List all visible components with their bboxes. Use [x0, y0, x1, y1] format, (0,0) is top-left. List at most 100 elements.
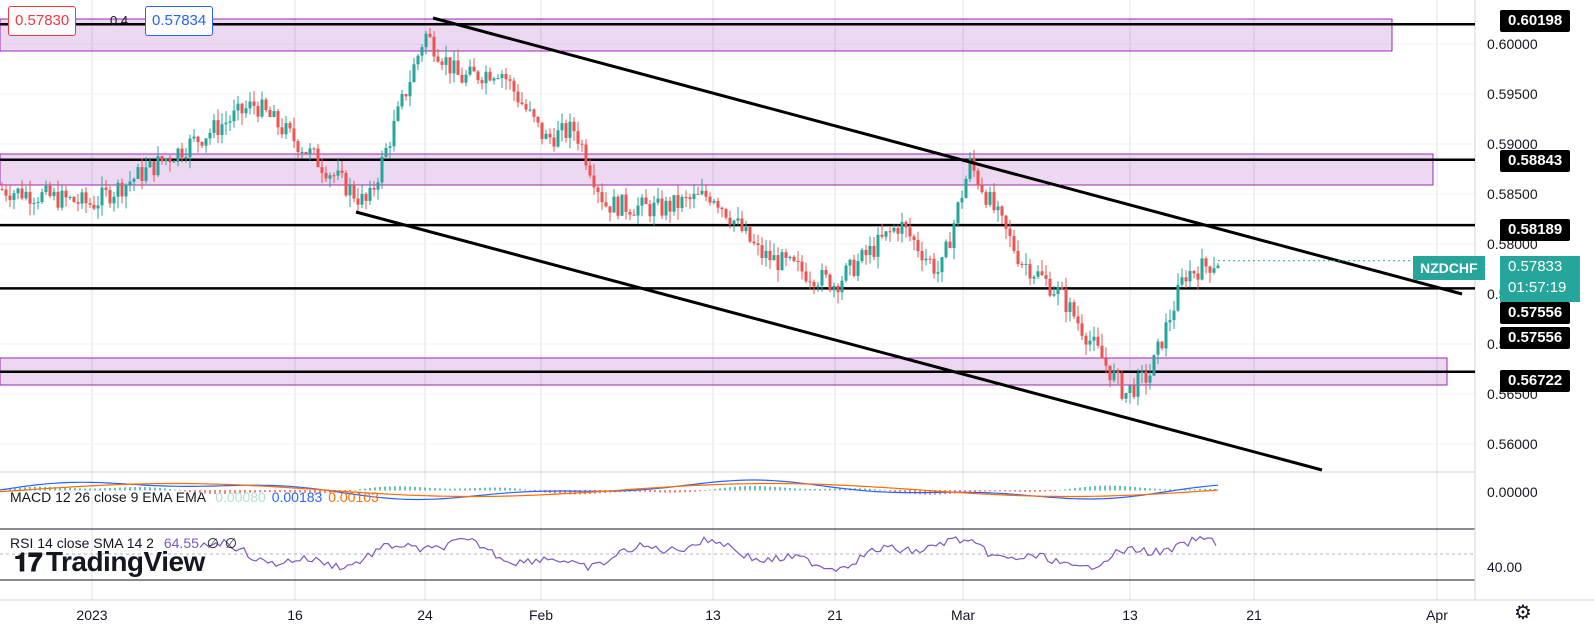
x-tick-label-5: 21 — [827, 607, 843, 623]
candle-body-106 — [424, 33, 428, 48]
macd-hist-bar-147 — [739, 486, 741, 491]
candle-body-122 — [488, 71, 492, 81]
macd-hist-bar-104 — [524, 489, 526, 491]
macd-hist-bar-12 — [64, 487, 66, 491]
candle-body-239 — [956, 202, 960, 224]
tradingview-logo-icon: 𝟏𝟕 — [14, 547, 42, 577]
candle-body-205 — [820, 269, 824, 286]
candle-body-236 — [944, 241, 948, 258]
candle-body-220 — [880, 234, 884, 237]
macd-hist-bar-28 — [144, 487, 146, 491]
macd-hist-bar-23 — [119, 487, 121, 491]
candle-body-163 — [652, 202, 656, 217]
macd-hist-bar-91 — [459, 488, 461, 491]
macd-hist-bar-236 — [1184, 489, 1186, 491]
candle-body-2 — [8, 195, 12, 200]
candle-body-302 — [1208, 266, 1212, 273]
candle-body-244 — [976, 170, 980, 186]
candle-body-29 — [116, 182, 120, 197]
candle-body-20 — [80, 192, 84, 204]
candle-body-11 — [44, 185, 48, 193]
candle-body-143 — [572, 121, 576, 132]
candle-body-173 — [692, 193, 696, 200]
candle-body-157 — [628, 211, 632, 215]
candle-body-213 — [852, 259, 856, 276]
candle-body-47 — [188, 138, 192, 158]
macd-hist-bar-172 — [864, 488, 866, 491]
candle-body-19 — [76, 202, 80, 204]
macd-hist-bar-95 — [479, 487, 481, 491]
candle-body-131 — [524, 104, 528, 110]
candle-body-120 — [480, 80, 484, 84]
candle-body-292 — [1168, 320, 1172, 323]
tradingview-logo-text: TradingView — [45, 546, 205, 577]
candle-body-144 — [576, 131, 580, 144]
candle-body-55 — [220, 124, 224, 136]
macd-hist-value: 0.00080 — [215, 489, 266, 505]
candle-body-209 — [836, 285, 840, 293]
candle-body-226 — [904, 221, 908, 228]
spread-value: 0.4 — [110, 13, 129, 28]
candle-body-95 — [380, 156, 384, 183]
candle-body-60 — [240, 103, 244, 114]
candle-body-289 — [1156, 341, 1160, 355]
candle-body-79 — [316, 148, 320, 168]
candle-body-74 — [296, 141, 300, 153]
gear-icon[interactable]: ⚙ — [1514, 602, 1532, 624]
macd-hist-bar-199 — [999, 490, 1001, 492]
macd-hist-bar-228 — [1144, 487, 1146, 491]
candle-body-89 — [356, 198, 360, 205]
candle-body-167 — [668, 200, 672, 212]
macd-hist-bar-205 — [1029, 490, 1031, 492]
macd-hist-bar-31 — [159, 487, 161, 491]
candle-body-148 — [592, 175, 596, 188]
candle-body-169 — [676, 195, 680, 208]
candle-body-33 — [132, 178, 136, 182]
macd-legend[interactable]: MACD 12 26 close 9 EMA EMA 0.00080 0.001… — [10, 489, 379, 505]
macd-hist-bar-149 — [749, 485, 751, 491]
bid-box[interactable]: 0.57830 — [8, 6, 77, 36]
macd-hist-bar-85 — [429, 487, 431, 491]
candle-body-151 — [604, 202, 608, 207]
price-tag-57556-a: 0.57556 — [1500, 302, 1571, 324]
macd-hist-bar-5 — [29, 486, 31, 491]
candle-body-136 — [544, 133, 548, 140]
candle-body-145 — [580, 143, 584, 145]
candle-body-231 — [924, 258, 928, 261]
macd-hist-bar-70 — [354, 489, 356, 491]
macd-hist-bar-97 — [489, 487, 491, 491]
candle-body-22 — [88, 203, 92, 205]
candle-body-97 — [388, 146, 392, 148]
candle-body-7 — [28, 191, 32, 204]
candle-body-258 — [1032, 276, 1036, 279]
candle-body-141 — [564, 123, 568, 138]
macd-hist-bar-64 — [324, 490, 326, 494]
macd-hist-bar-158 — [794, 488, 796, 491]
candle-body-103 — [412, 64, 416, 83]
candle-body-117 — [468, 66, 472, 75]
candle-body-183 — [732, 220, 736, 225]
macd-hist-bar-39 — [199, 490, 201, 494]
symbol-label[interactable]: NZDCHF — [1413, 256, 1485, 280]
ask-box[interactable]: 0.57834 — [145, 6, 214, 36]
candle-body-48 — [192, 136, 196, 139]
candle-body-87 — [348, 185, 352, 196]
macd-hist-bar-26 — [134, 487, 136, 491]
candle-body-25 — [100, 187, 104, 206]
macd-hist-bar-161 — [809, 488, 811, 491]
macd-hist-bar-86 — [434, 488, 436, 491]
macd-hist-bar-142 — [714, 488, 716, 491]
y-tick-label-1: 0.59500 — [1487, 86, 1538, 102]
macd-hist-bar-148 — [744, 486, 746, 491]
macd-signal-value: 0.00103 — [328, 489, 379, 505]
candle-body-123 — [492, 78, 496, 81]
candle-body-193 — [772, 255, 776, 261]
macd-hist-bar-49 — [249, 490, 251, 493]
macd-hist-bar-60 — [304, 490, 306, 493]
rsi-legend[interactable]: RSI 14 close SMA 14 2 64.55 ∅ ∅ — [10, 535, 237, 552]
candle-body-85 — [340, 170, 344, 173]
macd-hist-bar-47 — [239, 490, 241, 494]
candle-body-57 — [228, 121, 232, 123]
candle-body-32 — [128, 181, 132, 185]
